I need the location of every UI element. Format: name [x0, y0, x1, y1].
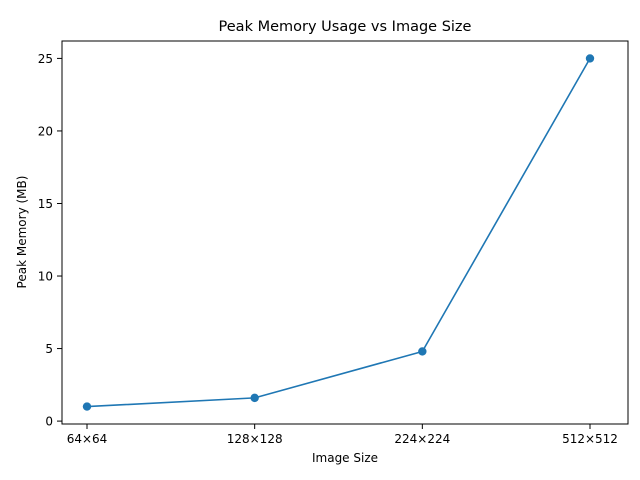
series-layer: [82, 54, 595, 411]
plot-area: [61, 40, 629, 425]
y-tick-label: 15: [38, 197, 53, 211]
chart-title: Peak Memory Usage vs Image Size: [219, 19, 472, 35]
x-tick-label: 64×64: [67, 432, 108, 446]
data-point: [82, 402, 92, 411]
y-tick-label: 25: [38, 52, 53, 66]
data-point: [418, 347, 427, 356]
series-line: [86, 57, 591, 408]
data-point: [585, 54, 595, 63]
data-point: [250, 393, 259, 403]
x-tick-label: 224×224: [394, 432, 450, 446]
x-axis-ticks: 64×64 128×128 224×224 512×512: [67, 424, 618, 446]
y-tick-label: 5: [45, 342, 53, 356]
y-axis-label: Peak Memory (MB): [15, 176, 29, 289]
y-tick-label: 0: [45, 415, 53, 429]
x-axis-label: Image Size: [312, 451, 378, 465]
y-tick-label: 20: [38, 124, 53, 138]
x-tick-label: 512×512: [562, 432, 618, 446]
y-tick-label: 10: [38, 270, 53, 284]
y-axis-ticks: 0 5 10 15 20 25: [38, 52, 62, 429]
x-tick-label: 128×128: [227, 432, 283, 446]
